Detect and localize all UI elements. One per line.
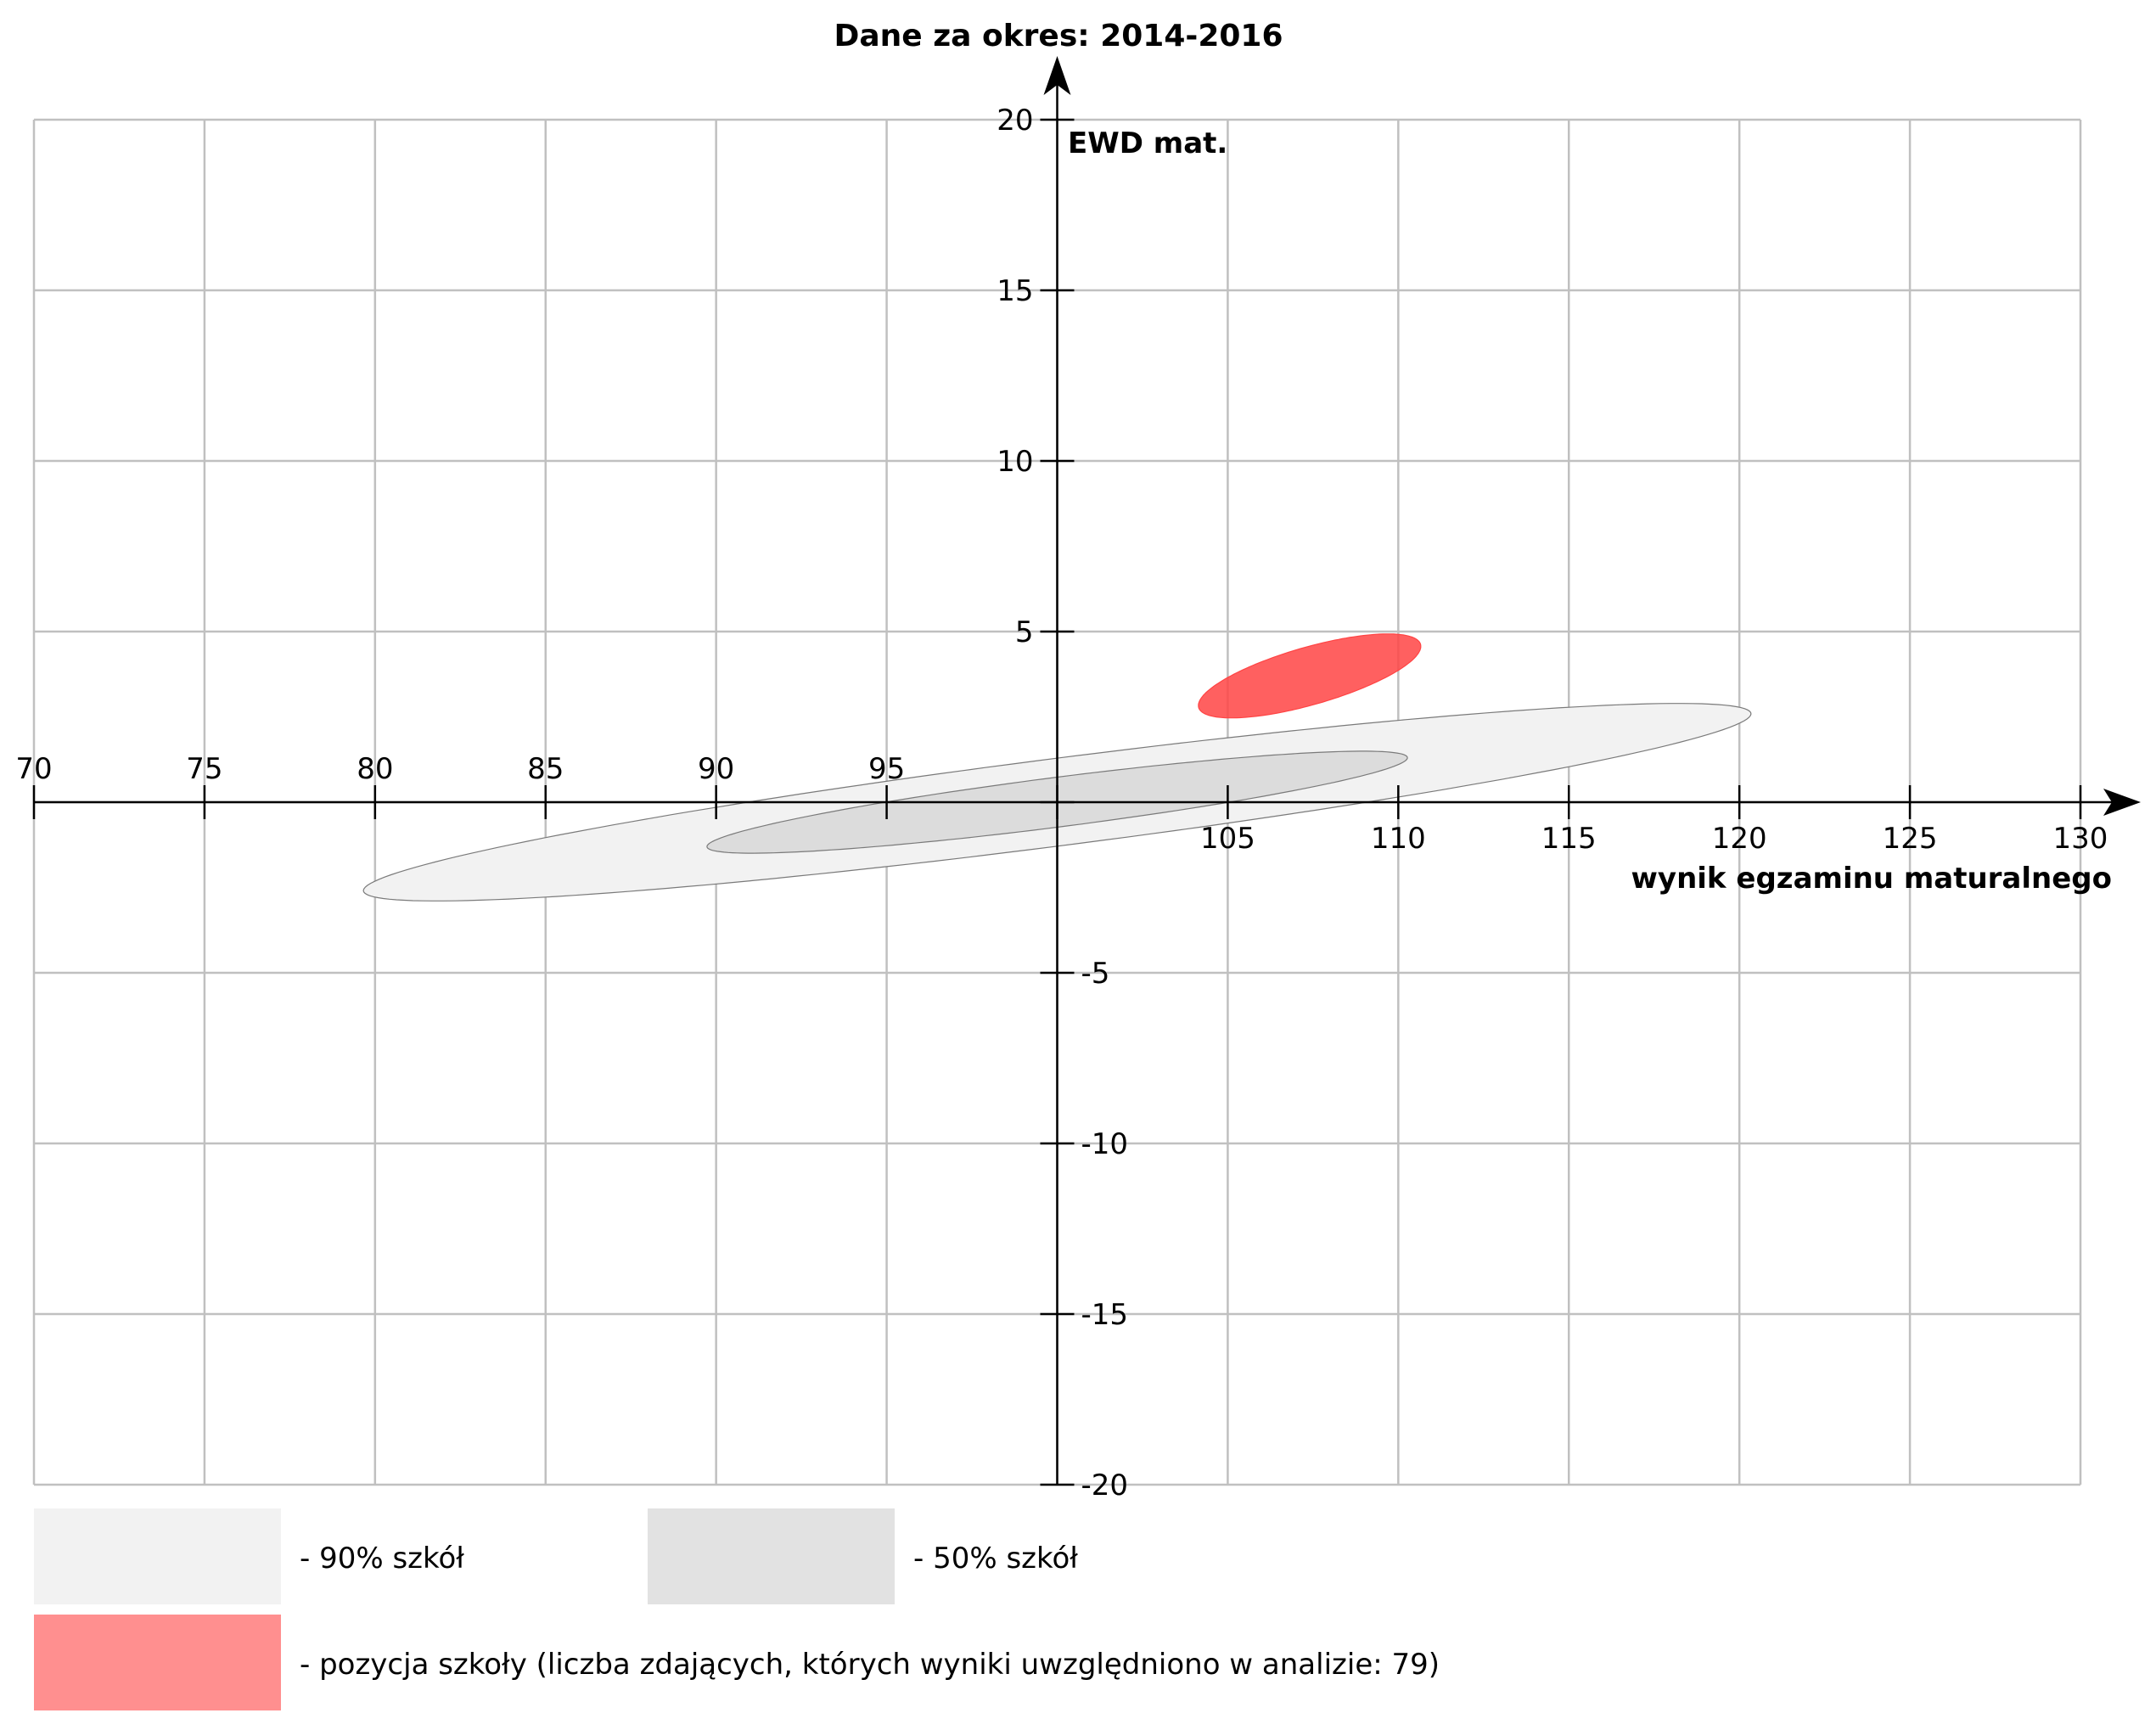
x-tick-label: 110 xyxy=(1371,822,1426,856)
y-tick-label: -10 xyxy=(1081,1127,1129,1161)
legend-label-50: - 50% szkół xyxy=(913,1542,1078,1576)
x-axis-arrow xyxy=(2103,789,2141,816)
y-tick-label: -15 xyxy=(1081,1298,1129,1332)
y-tick-label: -5 xyxy=(1081,957,1110,991)
x-tick-label: 75 xyxy=(186,752,222,786)
chart-title: Dane za okres: 2014-2016 xyxy=(834,19,1283,53)
legend-swatch-school xyxy=(34,1615,281,1710)
y-tick-label: 20 xyxy=(997,104,1033,138)
y-axis-label: EWD mat. xyxy=(1068,126,1227,160)
y-tick-label: -20 xyxy=(1081,1469,1129,1503)
y-tick-label: 5 xyxy=(1015,615,1034,649)
x-tick-label: 105 xyxy=(1200,822,1255,856)
x-tick-label: 125 xyxy=(1883,822,1938,856)
legend: - 90% szkół - 50% szkół - pozycja szkoły… xyxy=(34,1508,1440,1710)
x-tick-label: 80 xyxy=(357,752,393,786)
x-tick-label: 115 xyxy=(1541,822,1597,856)
legend-swatch-50 xyxy=(648,1508,895,1604)
x-tick-label: 95 xyxy=(868,752,905,786)
x-tick-label: 120 xyxy=(1712,822,1767,856)
x-axis-label: wynik egzaminu maturalnego xyxy=(1631,862,2113,896)
x-tick-label: 85 xyxy=(527,752,564,786)
x-tick-label: 130 xyxy=(2053,822,2108,856)
y-tick-label: 10 xyxy=(997,445,1033,479)
legend-label-school: - pozycja szkoły (liczba zdających, któr… xyxy=(300,1648,1440,1682)
x-tick-label: 90 xyxy=(698,752,734,786)
x-tick-label: 70 xyxy=(15,752,52,786)
region-2 xyxy=(1198,633,1422,719)
labels: Dane za okres: 2014-2016 EWD mat. wynik … xyxy=(834,19,2112,896)
legend-swatch-90 xyxy=(34,1508,281,1604)
legend-label-90: - 90% szkół xyxy=(300,1542,464,1576)
y-axis-arrow xyxy=(1043,56,1071,95)
y-tick-label: 15 xyxy=(997,274,1033,308)
